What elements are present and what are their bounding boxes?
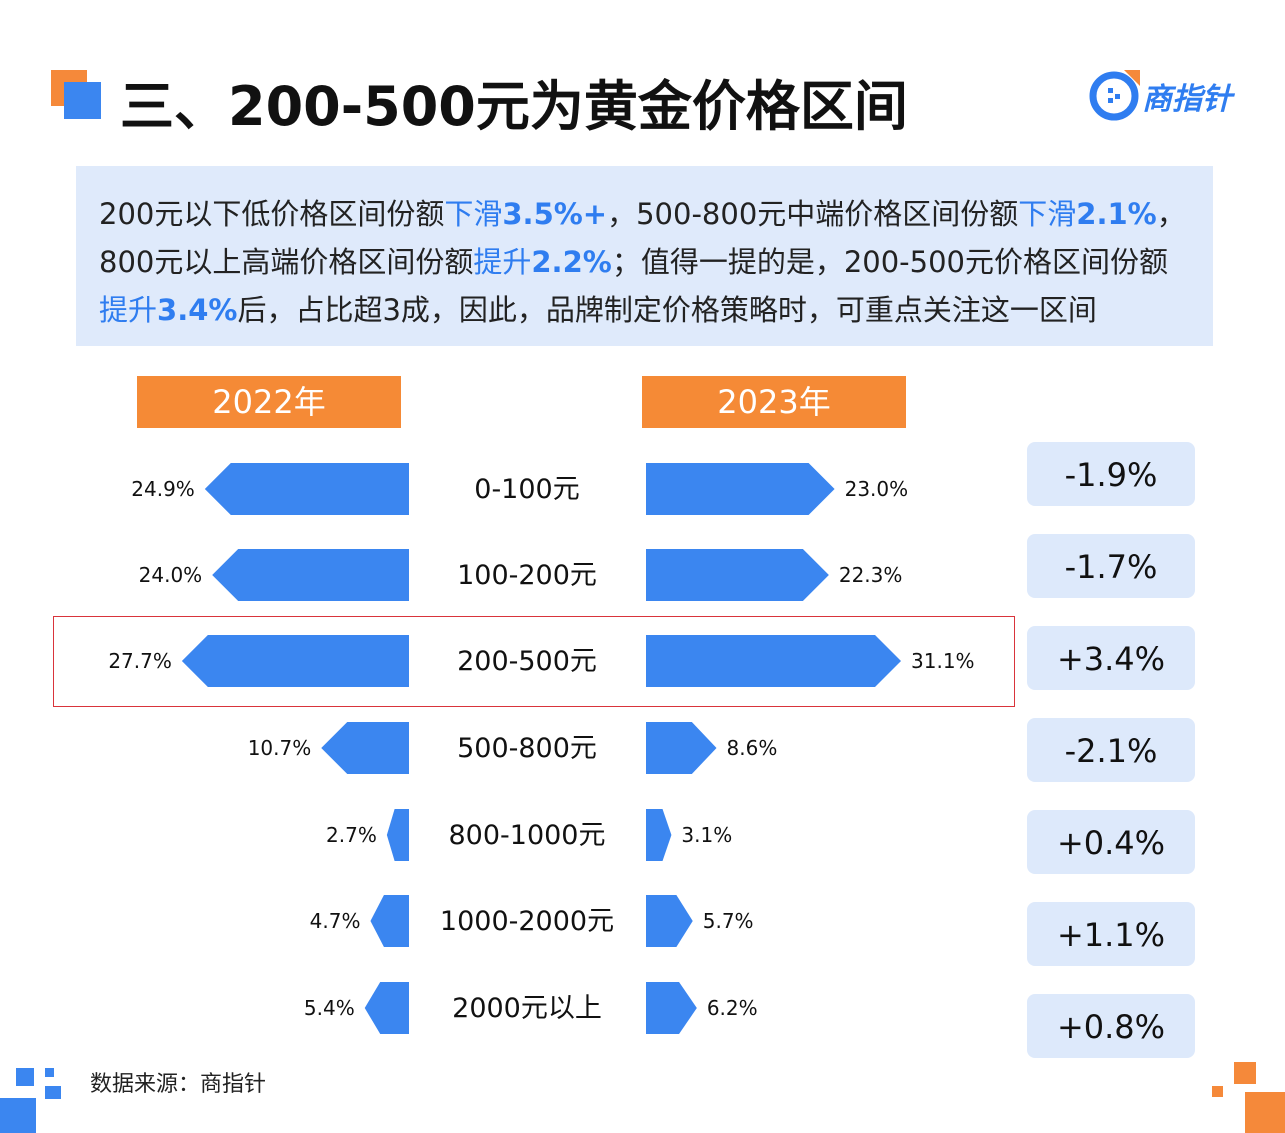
corner-deco-blue-3 <box>45 1086 61 1099</box>
corner-deco-orange-1 <box>1234 1062 1256 1084</box>
bar-2022 <box>321 722 409 774</box>
category-label: 100-200元 <box>457 560 597 591</box>
category-label: 2000元以上 <box>452 993 602 1024</box>
summary-segment: 2.1% <box>1076 197 1157 231</box>
summary-segment: 3.4% <box>157 293 238 327</box>
summary-segment: 提升 <box>99 293 158 327</box>
category-label: 800-1000元 <box>449 820 606 851</box>
year-tab-2023: 2023年 <box>642 376 906 428</box>
bar-2023 <box>646 549 829 601</box>
summary-segment: 2.2% <box>531 245 612 279</box>
bar-2023 <box>646 635 902 687</box>
bar-2023 <box>646 895 693 947</box>
title-deco-blue <box>64 82 101 119</box>
category-label: 1000-2000元 <box>440 906 614 937</box>
data-label-2022: 27.7% <box>108 649 172 673</box>
data-label-2023: 31.1% <box>911 649 975 673</box>
summary-line-1: 200元以下低价格区间份额下滑3.5%+，500-800元中端价格区间份额下滑2… <box>99 190 1186 238</box>
compass-logo-icon <box>1089 70 1140 121</box>
category-label: 0-100元 <box>474 474 579 505</box>
corner-deco-blue-1 <box>16 1068 34 1086</box>
data-label-2022: 24.9% <box>131 477 195 501</box>
bar-2022 <box>370 895 409 947</box>
data-label-2023: 5.7% <box>703 909 754 933</box>
bar-2023 <box>646 463 835 515</box>
summary-segment: 下滑 <box>444 197 503 231</box>
data-label-2023: 3.1% <box>681 823 732 847</box>
data-label-2023: 8.6% <box>727 736 778 760</box>
summary-segment: 800元以上高端价格区间份额 <box>99 245 474 279</box>
summary-segment: ；值得一提的是，200-500元价格区间份额 <box>611 245 1168 279</box>
change-badge: +0.8% <box>1027 994 1195 1058</box>
summary-segment: 后，占比超3成，因此，品牌制定价格策略时，可重点关注这一区间 <box>237 293 1097 327</box>
corner-deco-orange-2 <box>1212 1086 1223 1097</box>
corner-deco-blue-2 <box>45 1068 54 1077</box>
bar-2022 <box>181 635 409 687</box>
summary-segment: 200元以下低价格区间份额 <box>99 197 445 231</box>
data-label-2022: 2.7% <box>326 823 377 847</box>
data-label-2022: 10.7% <box>248 736 312 760</box>
data-label-2022: 24.0% <box>139 563 203 587</box>
change-badge: +1.1% <box>1027 902 1195 966</box>
summary-segment: 下滑 <box>1018 197 1077 231</box>
bar-2022 <box>212 549 409 601</box>
logo-text: 商指针 <box>1142 82 1232 117</box>
bar-2022 <box>204 463 409 515</box>
data-label-2023: 23.0% <box>845 477 909 501</box>
summary-segment: 3.5%+ <box>502 197 608 231</box>
change-badge: +0.4% <box>1027 810 1195 874</box>
bar-2022 <box>364 982 409 1034</box>
summary-segment: 提升 <box>473 245 532 279</box>
summary-segment: ，500-800元中端价格区间份额 <box>607 197 1019 231</box>
highlight-frame <box>53 616 1015 707</box>
bar-2023 <box>646 722 717 774</box>
bar-2023 <box>646 809 672 861</box>
data-label-2023: 6.2% <box>707 996 758 1020</box>
data-label-2022: 5.4% <box>304 996 355 1020</box>
change-badge: +3.4% <box>1027 626 1195 690</box>
corner-deco-blue-4 <box>0 1098 36 1133</box>
change-badge: -1.9% <box>1027 442 1195 506</box>
data-source: 数据来源：商指针 <box>90 1072 267 1097</box>
year-tab-2022: 2022年 <box>137 376 401 428</box>
bar-2022 <box>386 809 409 861</box>
bar-2023 <box>646 982 697 1034</box>
data-label-2022: 4.7% <box>310 909 361 933</box>
summary-segment: ， <box>1156 197 1186 231</box>
summary-box: 200元以下低价格区间份额下滑3.5%+，500-800元中端价格区间份额下滑2… <box>76 166 1213 346</box>
change-badge: -1.7% <box>1027 534 1195 598</box>
category-label: 500-800元 <box>457 733 597 764</box>
summary-line-2: 800元以上高端价格区间份额提升2.2%；值得一提的是，200-500元价格区间… <box>99 238 1168 286</box>
summary-line-3: 提升3.4%后，占比超3成，因此，品牌制定价格策略时，可重点关注这一区间 <box>99 286 1097 334</box>
page-title: 三、200-500元为黄金价格区间 <box>120 75 908 138</box>
category-label: 200-500元 <box>457 646 597 677</box>
corner-deco-orange-3 <box>1245 1092 1285 1133</box>
change-badge: -2.1% <box>1027 718 1195 782</box>
data-label-2023: 22.3% <box>839 563 903 587</box>
